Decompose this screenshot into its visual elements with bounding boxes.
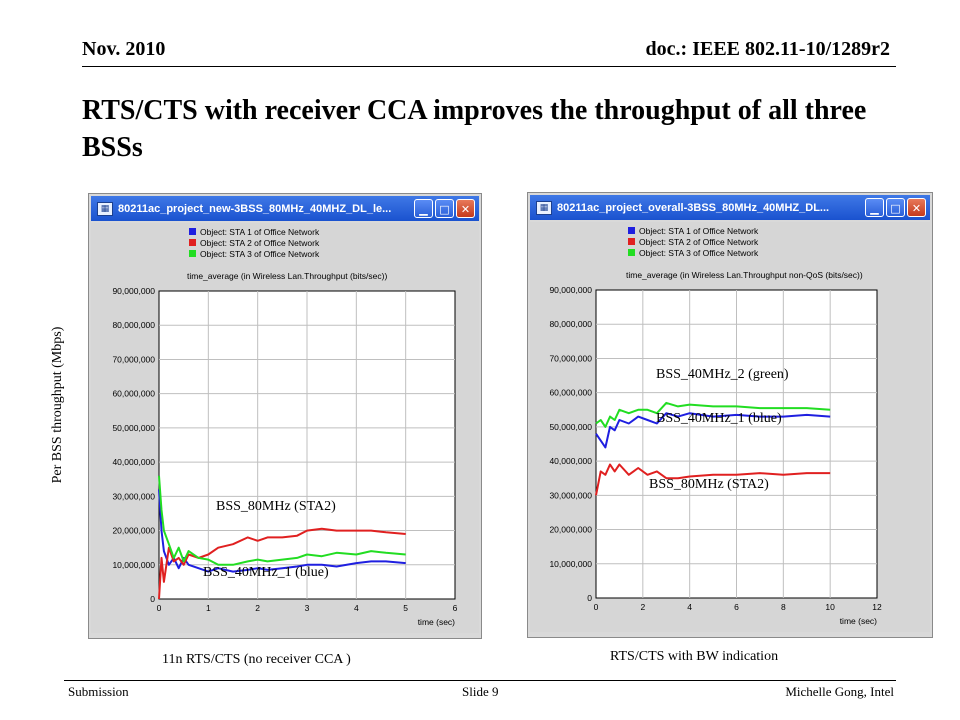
x-tick-label: 6	[453, 603, 458, 613]
y-tick-label: 20,000,000	[549, 525, 592, 535]
series-line-sta3	[595, 401, 831, 428]
y-tick-label: 50,000,000	[549, 422, 592, 432]
window-title: 80211ac_project_new-3BSS_80MHz_40MHZ_DL_…	[118, 202, 392, 215]
window-titlebar[interactable]: ▦ 80211ac_project_new-3BSS_80MHz_40MHZ_D…	[91, 196, 479, 221]
x-tick-label: 2	[640, 602, 645, 612]
y-tick-label: 60,000,000	[112, 389, 155, 399]
legend-label: Object: STA 2 of Office Network	[639, 237, 759, 247]
caption-left: 11n RTS/CTS (no receiver CCA )	[162, 652, 351, 667]
footer-rule	[64, 680, 896, 681]
close-icon[interactable]: ✕	[907, 198, 926, 217]
y-tick-label: 40,000,000	[112, 457, 155, 467]
y-tick-label: 40,000,000	[549, 456, 592, 466]
legend-label: Object: STA 1 of Office Network	[200, 227, 320, 237]
x-tick-label: 5	[403, 603, 408, 613]
maximize-icon[interactable]: □	[435, 199, 454, 218]
x-tick-label: 1	[206, 603, 211, 613]
app-icon: ▦	[97, 201, 113, 216]
y-tick-label: 0	[587, 593, 592, 603]
shared-y-axis-label: Per BSS throughput (Mbps)	[50, 326, 65, 484]
x-tick-label: 3	[305, 603, 310, 613]
x-tick-label: 4	[354, 603, 359, 613]
x-tick-label: 8	[781, 602, 786, 612]
y-tick-label: 70,000,000	[112, 354, 155, 364]
y-tick-label: 60,000,000	[549, 388, 592, 398]
legend-label: Object: STA 2 of Office Network	[200, 238, 320, 248]
footer-author: Michelle Gong, Intel	[785, 684, 894, 699]
caption-right: RTS/CTS with BW indication	[610, 649, 779, 664]
chart-window-left[interactable]: ▦ 80211ac_project_new-3BSS_80MHz_40MHZ_D…	[88, 193, 482, 639]
y-tick-label: 30,000,000	[549, 490, 592, 500]
legend-label: Object: STA 3 of Office Network	[200, 249, 320, 259]
y-tick-label: 30,000,000	[112, 491, 155, 501]
chart-annotation: BSS_40MHz_2 (green)	[656, 367, 789, 382]
footer-slide-number: Slide 9	[462, 684, 499, 699]
x-tick-label: 4	[687, 602, 692, 612]
legend-swatch	[628, 249, 635, 256]
legend-swatch	[628, 238, 635, 245]
series-line-sta1	[595, 412, 831, 449]
close-icon[interactable]: ✕	[456, 199, 475, 218]
x-tick-label: 6	[734, 602, 739, 612]
series-line-sta3	[158, 475, 406, 566]
footer-submission: Submission	[68, 684, 129, 699]
y-tick-label: 70,000,000	[549, 353, 592, 363]
y-tick-label: 50,000,000	[112, 423, 155, 433]
legend-label: Object: STA 1 of Office Network	[639, 226, 759, 236]
y-tick-label: 80,000,000	[549, 319, 592, 329]
window-title: 80211ac_project_overall-3BSS_80MHz_40MHZ…	[557, 201, 830, 214]
x-tick-label: 10	[825, 602, 835, 612]
maximize-icon[interactable]: □	[886, 198, 905, 217]
header-doc-id: doc.: IEEE 802.11-10/1289r2	[645, 38, 890, 60]
series-line-sta2	[595, 463, 831, 496]
x-tick-label: 0	[157, 603, 162, 613]
x-axis-label: time (sec)	[418, 617, 455, 627]
slide-title: RTS/CTS with receiver CCA improves the t…	[82, 95, 867, 163]
chart-window-right[interactable]: ▦ 80211ac_project_overall-3BSS_80MHz_40M…	[527, 192, 933, 638]
x-tick-label: 12	[872, 602, 882, 612]
y-tick-label: 20,000,000	[112, 526, 155, 536]
y-tick-label: 10,000,000	[549, 559, 592, 569]
legend-swatch	[189, 250, 196, 257]
chart-annotation: BSS_80MHz (STA2)	[216, 499, 336, 514]
x-axis-label: time (sec)	[840, 616, 877, 626]
series-line-sta2	[158, 527, 406, 600]
chart-annotation: BSS_80MHz (STA2)	[649, 477, 769, 492]
minimize-icon[interactable]: ▁	[865, 198, 884, 217]
x-tick-label: 0	[594, 602, 599, 612]
y-tick-label: 90,000,000	[549, 285, 592, 295]
chart-annotation: BSS_40MHz_1 (blue)	[656, 411, 782, 426]
y-tick-label: 90,000,000	[112, 286, 155, 296]
window-titlebar[interactable]: ▦ 80211ac_project_overall-3BSS_80MHz_40M…	[530, 195, 930, 220]
legend-swatch	[189, 239, 196, 246]
app-icon: ▦	[536, 200, 552, 215]
legend-label: Object: STA 3 of Office Network	[639, 248, 759, 258]
chart-subtitle: time_average (in Wireless Lan.Throughput…	[187, 271, 387, 281]
chart-annotation: BSS_40MHz_1 (blue)	[203, 565, 329, 580]
minimize-icon[interactable]: ▁	[414, 199, 433, 218]
y-tick-label: 0	[150, 594, 155, 604]
y-tick-label: 80,000,000	[112, 320, 155, 330]
y-tick-label: 10,000,000	[112, 560, 155, 570]
chart-subtitle: time_average (in Wireless Lan.Throughput…	[626, 270, 863, 280]
legend-swatch	[189, 228, 196, 235]
x-tick-label: 2	[255, 603, 260, 613]
header-rule	[82, 66, 896, 67]
legend-swatch	[628, 227, 635, 234]
header-date: Nov. 2010	[82, 38, 166, 60]
